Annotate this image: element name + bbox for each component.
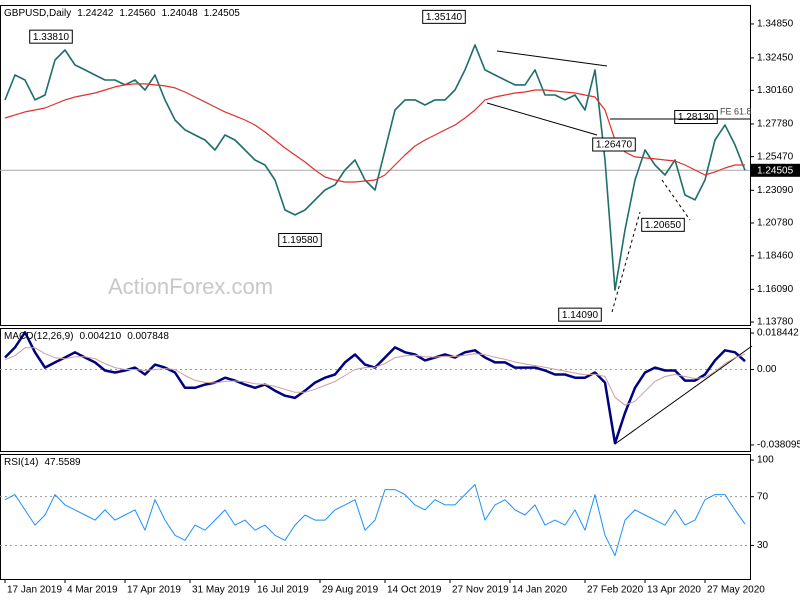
panel-reading: 0.007848 [127, 331, 169, 342]
trendline [486, 102, 598, 136]
annotation-box [29, 29, 73, 44]
panel-reading: 0.004210 [79, 331, 121, 342]
x-tick-label: 29 Aug 2019 [322, 585, 379, 596]
series-line [4, 484, 746, 557]
x-tick-label: 31 May 2019 [192, 585, 250, 596]
annotation-label: 1.35140 [426, 12, 463, 23]
annotation-box [558, 307, 602, 322]
fe-label: FE 61.8 [720, 106, 752, 116]
x-tick-label: 17 Apr 2019 [127, 585, 181, 596]
annotation-label: 1.19580 [282, 235, 319, 246]
x-tick-label: 17 Jan 2019 [7, 585, 62, 596]
panel-header: GBPUSD,Daily 1.24242 1.24560 1.24048 1.24505 [4, 8, 240, 19]
y-tick-label: 1.34850 [757, 19, 794, 30]
x-tick-label: 27 Nov 2019 [452, 585, 509, 596]
y-tick-label: 1.18460 [757, 250, 794, 261]
annotation-label: 1.14090 [562, 310, 599, 321]
y-tick-label: 1.23090 [757, 185, 794, 196]
series-line [4, 347, 746, 406]
panel-reading: 1.24505 [204, 8, 241, 19]
y-tick-label: 1.30160 [757, 85, 794, 96]
macd-trendline [614, 345, 753, 445]
panel-reading: 1.24048 [162, 8, 199, 19]
annotation-label: 1.33810 [33, 32, 70, 43]
panel-title: RSI(14) [4, 457, 38, 468]
x-tick-label: 4 Mar 2019 [67, 585, 118, 596]
y-tick-label: 1.32450 [757, 53, 794, 64]
panel-frame [0, 454, 751, 580]
y-tick-label: 0.018442 [757, 328, 799, 339]
last-price-label: 1.24505 [757, 165, 794, 176]
annotation-box [641, 217, 685, 232]
y-tick-label: 1.20780 [757, 218, 794, 229]
y-tick-label: 70 [757, 491, 769, 502]
y-tick-label: 1.27780 [757, 119, 794, 130]
panel-reading: 47.5589 [44, 457, 81, 468]
panel-title: GBPUSD,Daily [4, 8, 71, 19]
annotation-label: 1.26470 [596, 140, 633, 151]
panel-frame [0, 328, 751, 452]
y-tick-label: -0.038095 [757, 440, 800, 451]
x-tick-label: 27 May 2020 [707, 585, 765, 596]
x-tick-label: 14 Jan 2020 [512, 585, 567, 596]
y-tick-label: 1.25470 [757, 151, 794, 162]
x-tick-label: 27 Feb 2020 [587, 585, 644, 596]
series-line [4, 44, 746, 291]
last-price-tag [751, 163, 800, 177]
panel-reading: 1.24242 [77, 8, 114, 19]
x-tick-label: 16 Jul 2019 [257, 585, 309, 596]
annotation-label: 1.20650 [645, 220, 682, 231]
trendline [661, 179, 691, 221]
panel-reading: 1.24560 [119, 8, 156, 19]
y-tick-label: 1.16090 [757, 284, 794, 295]
x-tick-label: 13 Apr 2020 [647, 585, 701, 596]
watermark: ActionForex.com [108, 274, 273, 299]
panel-title: MACD(12,26,9) [4, 331, 73, 342]
annotation-box [674, 110, 718, 125]
trendline [611, 211, 641, 313]
annotation-label: 1.28130 [678, 112, 715, 123]
y-tick-label: 100 [757, 455, 774, 466]
annotation-box [278, 232, 322, 247]
y-tick-label: 30 [757, 540, 769, 551]
y-tick-label: 1.13780 [757, 317, 794, 328]
annotation-box [422, 9, 466, 24]
annotation-box [592, 137, 636, 152]
panel-frame [0, 5, 751, 326]
trendline [496, 50, 608, 67]
y-tick-label: 0.00 [757, 364, 777, 375]
x-tick-label: 14 Oct 2019 [387, 585, 442, 596]
panel-header: RSI(14) 47.5589 [4, 457, 81, 468]
panel-header: MACD(12,26,9) 0.004210 0.007848 [4, 331, 169, 342]
